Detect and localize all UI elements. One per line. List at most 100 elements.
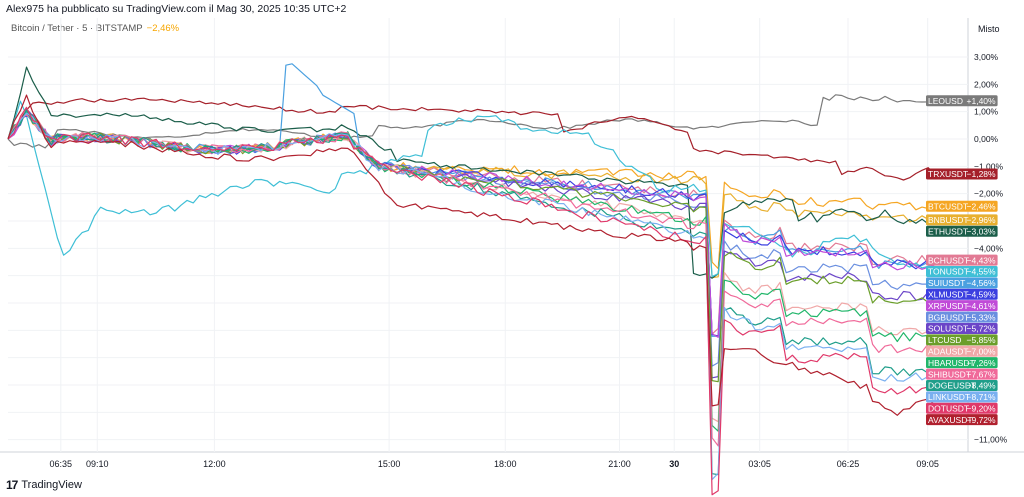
series-label-trxusdt: TRXUSDT−1,28% bbox=[926, 168, 998, 180]
series-label-name: XLMUSDT bbox=[928, 289, 969, 299]
series-label-value: −3,03% bbox=[967, 227, 997, 237]
chart-series bbox=[7, 63, 935, 496]
series-label-dotusdt: DOTUSDT−9,20% bbox=[926, 402, 998, 414]
y-tick-label: −1,00% bbox=[974, 161, 1004, 171]
symbol-legend[interactable]: Bitcoin / Tether · 5 · BITSTAMP −2,46% bbox=[11, 23, 179, 34]
series-label-ltcusd: LTCUSD −5,85% bbox=[926, 334, 998, 346]
series-label-name: XRPUSDT bbox=[928, 301, 969, 311]
series-label-name: LINKUSDT bbox=[928, 392, 970, 402]
series-label-value: −5,85% bbox=[967, 335, 997, 345]
series-label-bg bbox=[926, 254, 998, 266]
series-label-ethusdt: ETHUSDT−3,03% bbox=[926, 225, 998, 237]
series-line-dogeusdt bbox=[7, 108, 935, 476]
series-line-bgbusdt bbox=[7, 113, 935, 367]
series-label-bg bbox=[926, 311, 998, 323]
series-label-hbarusdt: HBARUSDT−7,26% bbox=[926, 357, 998, 369]
series-label-solusdt: SOLUSDT−5,72% bbox=[926, 322, 998, 334]
series-label-name: HBARUSDT bbox=[928, 358, 975, 368]
series-label-value: −9,20% bbox=[967, 403, 997, 413]
x-tick-label: 09:10 bbox=[86, 459, 109, 469]
series-label-name: DOGEUSDT bbox=[928, 381, 976, 391]
series-label-name: SUIUSDT bbox=[928, 278, 965, 288]
series-label-name: LTCUSD bbox=[928, 335, 961, 345]
series-label-name: BCHUSDT bbox=[928, 255, 969, 265]
y-tick-label: −4,00% bbox=[974, 243, 1004, 253]
series-label-name: AVAXUSDT bbox=[928, 415, 973, 425]
series-label-bg bbox=[926, 357, 998, 369]
series-line-ethusdt bbox=[7, 66, 935, 279]
series-label-name: LEOUSD bbox=[928, 96, 963, 106]
series-label-value: −7,26% bbox=[967, 358, 997, 368]
series-label-name: SOLUSDT bbox=[928, 324, 968, 334]
series-label-bg bbox=[926, 368, 998, 380]
tradingview-brand[interactable]: 17 TradingView bbox=[6, 478, 82, 492]
series-label-value: −4,55% bbox=[967, 267, 997, 277]
series-label-bg bbox=[926, 265, 998, 277]
series-label-bg bbox=[926, 402, 998, 414]
series-label-name: TRXUSDT bbox=[928, 169, 968, 179]
series-label-name: BGBUSDT bbox=[928, 312, 969, 322]
series-label-bg bbox=[926, 214, 998, 226]
series-label-value: −8,49% bbox=[967, 381, 997, 391]
series-label-bchusdt: BCHUSDT−4,43% bbox=[926, 254, 998, 266]
series-label-name: DOTUSDT bbox=[928, 403, 969, 413]
x-tick-label: 12:00 bbox=[203, 459, 226, 469]
series-label-value: −2,46% bbox=[967, 201, 997, 211]
axis-mode-label[interactable]: Misto bbox=[978, 24, 1000, 34]
series-label-btcusdt: BTCUSDT−2,46% bbox=[926, 200, 998, 212]
series-label-value: −5,33% bbox=[967, 312, 997, 322]
y-tick-label: −11,00% bbox=[974, 435, 1008, 445]
x-tick-label: 15:00 bbox=[378, 459, 401, 469]
series-label-value: −9,72% bbox=[967, 415, 997, 425]
x-tick-label: 03:05 bbox=[748, 459, 771, 469]
series-line-adausdt bbox=[7, 106, 935, 423]
series-line-ltcusd bbox=[7, 112, 935, 383]
x-tick-label: 09:05 bbox=[916, 459, 939, 469]
series-label-bg bbox=[926, 391, 998, 403]
series-label-leousd: LEOUSD +1,40% bbox=[926, 95, 998, 107]
series-label-bg bbox=[926, 322, 998, 334]
y-tick-label: 1,00% bbox=[974, 107, 999, 117]
series-label-bg bbox=[926, 288, 998, 300]
series-label-name: ADAUSDT bbox=[928, 346, 969, 356]
series-label-value: −4,43% bbox=[967, 255, 997, 265]
series-label-value: −7,67% bbox=[967, 369, 997, 379]
series-label-bg bbox=[926, 334, 998, 346]
series-label-linkusdt: LINKUSDT−8,71% bbox=[926, 391, 998, 403]
series-label-dogeusdt: DOGEUSDT−8,49% bbox=[926, 379, 998, 391]
publish-header: Alex975 ha pubblicato su TradingView.com… bbox=[6, 3, 347, 15]
series-label-bg bbox=[926, 95, 998, 107]
series-label-tonusdt: TONUSDT−4,55% bbox=[926, 265, 998, 277]
series-label-value: −4,56% bbox=[967, 278, 997, 288]
series-line-suiusdt bbox=[7, 63, 935, 337]
series-label-value: −4,61% bbox=[967, 301, 997, 311]
chart-grid bbox=[0, 18, 1024, 453]
series-label-bgbusdt: BGBUSDT−5,33% bbox=[926, 311, 998, 323]
y-tick-label: −2,00% bbox=[974, 189, 1004, 199]
series-line-linkusdt bbox=[7, 112, 935, 481]
series-label-avaxusdt: AVAXUSDT−9,72% bbox=[926, 414, 998, 426]
series-line-tonusdt bbox=[7, 100, 935, 278]
y-tick-label: 2,00% bbox=[974, 79, 999, 89]
series-label-value: −1,28% bbox=[967, 169, 997, 179]
series-label-value: +1,40% bbox=[967, 96, 997, 106]
series-line-avaxusdt bbox=[7, 94, 935, 416]
series-line-trxusdt bbox=[7, 97, 935, 181]
brand-name: TradingView bbox=[21, 479, 82, 491]
x-tick-label: 30 bbox=[669, 459, 679, 469]
series-label-xlmusdt: XLMUSDT−4,59% bbox=[926, 288, 998, 300]
x-tick-label: 18:00 bbox=[494, 459, 517, 469]
series-label-name: BTCUSDT bbox=[928, 201, 968, 211]
series-label-name: SHIBUSDT bbox=[928, 369, 971, 379]
series-label-value: −5,72% bbox=[967, 324, 997, 334]
series-label-name: BNBUSDT bbox=[928, 215, 969, 225]
series-label-bg bbox=[926, 300, 998, 312]
series-label-name: ETHUSDT bbox=[928, 227, 968, 237]
series-label-bg bbox=[926, 277, 998, 289]
series-label-bg bbox=[926, 379, 998, 391]
price-axis: 3,00% 2,00% 1,00% 0,00% −1,00% −2,00% −4,00% −1… bbox=[974, 52, 1008, 445]
symbol-change: −2,46% bbox=[146, 23, 180, 34]
series-label-xrpusdt: XRPUSDT−4,61% bbox=[926, 300, 998, 312]
series-label-adausdt: ADAUSDT−7,00% bbox=[926, 345, 998, 357]
